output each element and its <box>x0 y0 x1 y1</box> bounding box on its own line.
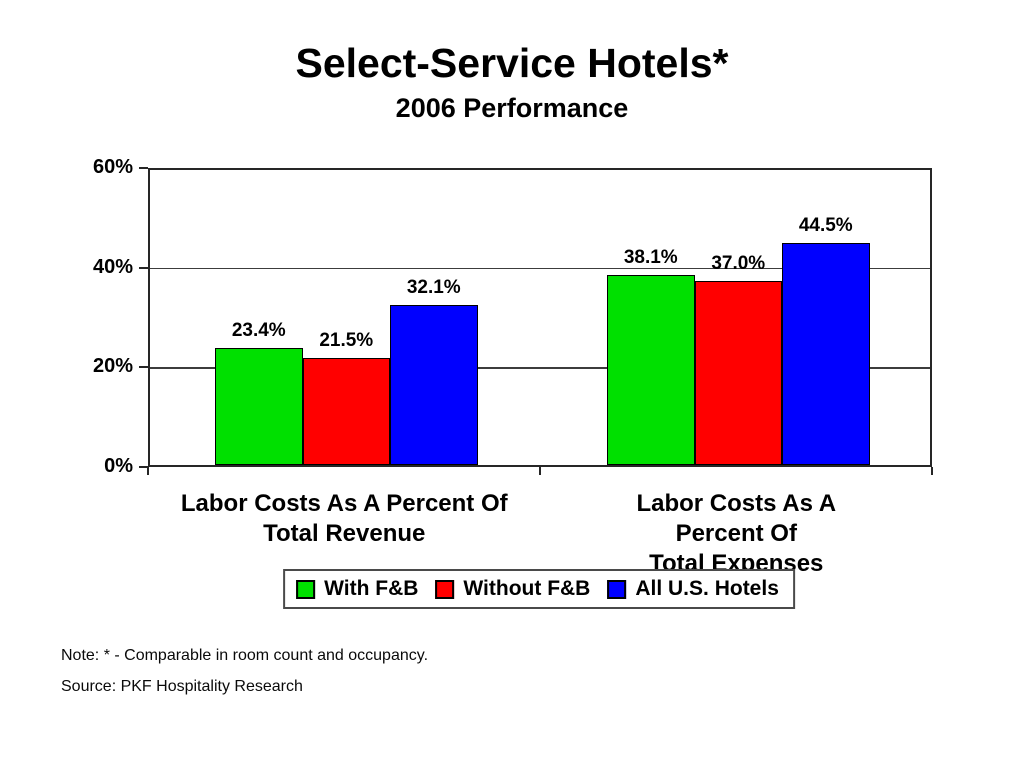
y-tick-mark <box>139 366 148 369</box>
bar-value-label: 23.4% <box>231 320 286 342</box>
legend-label: All U.S. Hotels <box>635 577 779 600</box>
note-text: Note: * - Comparable in room count and o… <box>61 647 429 664</box>
legend-swatch <box>435 579 455 599</box>
bar-g2-s2 <box>694 280 782 465</box>
source-text: Source: PKF Hospitality Research <box>61 678 303 695</box>
bar-value-label: 32.1% <box>406 277 461 299</box>
chart-subtitle: 2006 Performance <box>395 93 629 123</box>
legend-swatch <box>607 579 627 599</box>
bar-value-label: 38.1% <box>623 247 678 269</box>
legend-item-2: Without F&B <box>435 577 590 601</box>
y-tick-mark <box>139 266 148 269</box>
y-tick-label: 60% <box>92 156 133 178</box>
bar-g1-s2 <box>302 357 390 465</box>
bar-value-label: 21.5% <box>319 329 374 351</box>
category-label: Labor Costs As A Percent Of Total Expens… <box>636 490 837 577</box>
legend-label: Without F&B <box>463 577 591 600</box>
category-tick <box>931 467 933 475</box>
chart-title: Select-Service Hotels* <box>295 40 729 86</box>
bar-g2-s3 <box>782 243 870 465</box>
y-tick-mark <box>139 167 148 169</box>
category-tick <box>147 467 149 475</box>
legend: With F&B Without F&B All U.S. Hotels <box>283 569 795 609</box>
category-tick <box>539 467 541 475</box>
bar-g1-s1 <box>215 348 303 465</box>
legend-swatch <box>296 579 316 599</box>
bar-value-label: 44.5% <box>798 215 853 237</box>
category-label: Labor Costs As A Percent Of Total Revenu… <box>180 490 508 547</box>
bar-value-label: 37.0% <box>711 252 766 274</box>
plot-area: 23.4% 21.5% 32.1% 38.1% 37.0% 44.5% <box>148 168 932 467</box>
y-tick-label: 0% <box>104 455 133 477</box>
y-tick-mark <box>139 466 148 468</box>
legend-label: With F&B <box>324 577 419 600</box>
bar-g1-s3 <box>390 305 478 465</box>
bar-g2-s1 <box>607 275 695 465</box>
legend-item-1: With F&B <box>296 577 418 601</box>
y-tick-label: 20% <box>92 355 133 378</box>
gridline-40 <box>150 267 930 270</box>
legend-item-3: All U.S. Hotels <box>607 577 779 601</box>
y-tick-label: 40% <box>92 255 133 278</box>
gridline-20 <box>150 367 930 369</box>
